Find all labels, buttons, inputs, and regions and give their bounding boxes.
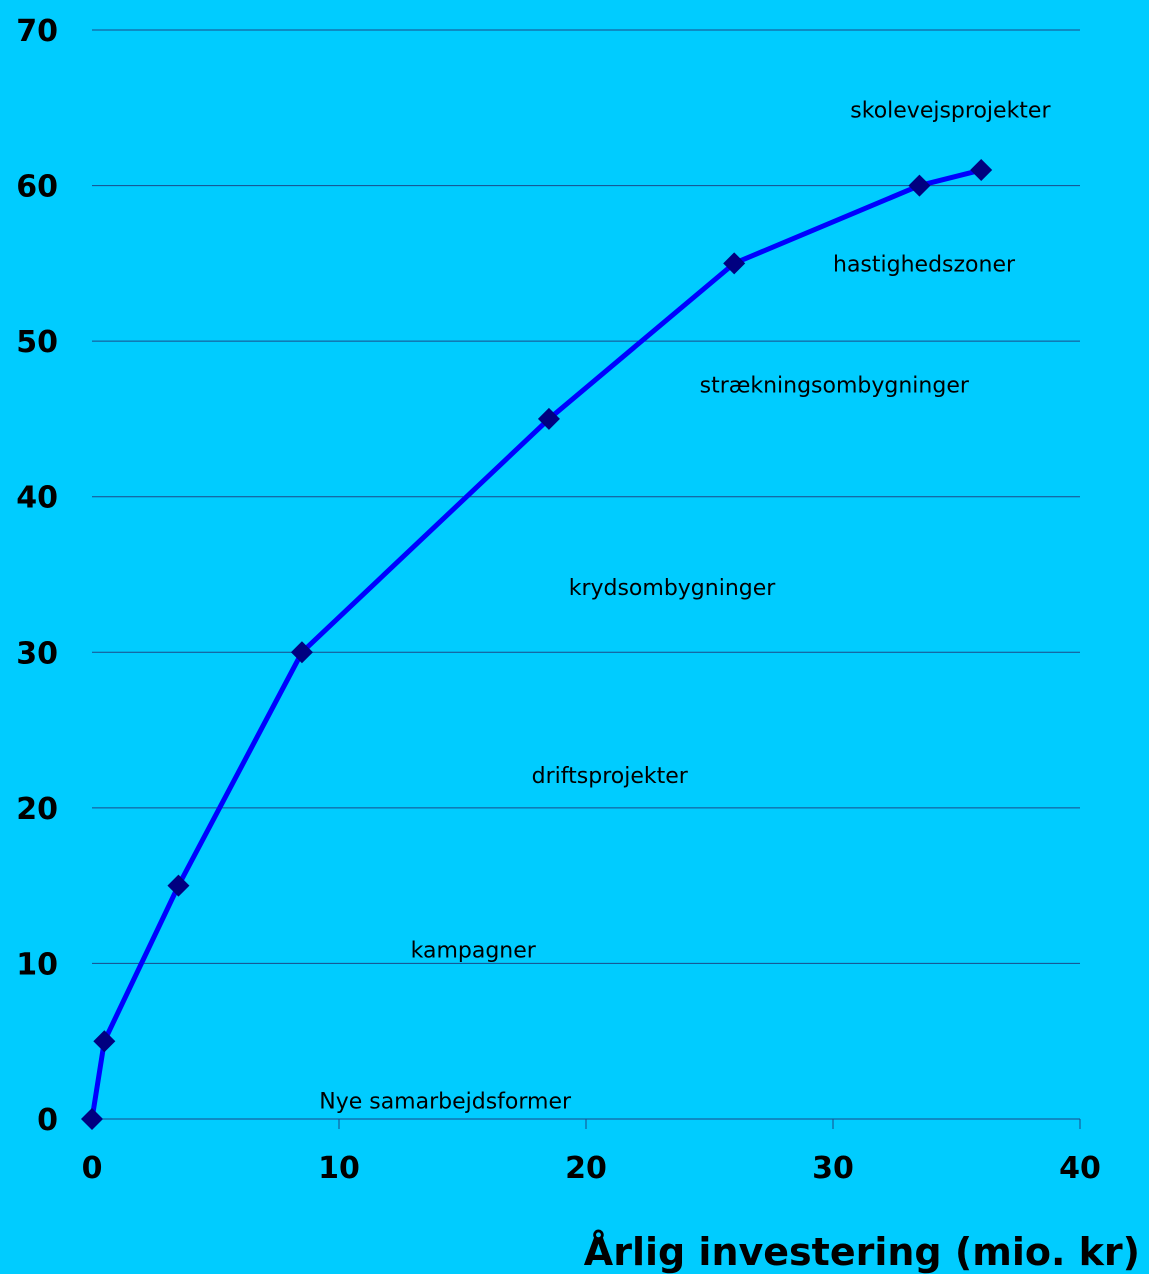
- annotation-label: hastighedszoner: [833, 252, 1016, 277]
- data-point: [908, 174, 931, 197]
- series-line: [89, 167, 982, 1120]
- annotation-label: strækningsombygninger: [700, 374, 970, 399]
- x-tick-label: 0: [82, 1151, 103, 1186]
- y-tick-label: 50: [16, 325, 58, 360]
- data-point: [93, 1030, 116, 1053]
- x-tick-label: 20: [565, 1151, 607, 1186]
- data-point: [723, 252, 746, 275]
- data-point: [81, 1108, 103, 1130]
- data-point: [970, 159, 993, 182]
- annotation-label: Nye samarbejdsformer: [319, 1089, 572, 1114]
- x-tick-label: 10: [318, 1151, 360, 1186]
- x-tick-label: 30: [812, 1151, 854, 1186]
- y-tick-label: 40: [16, 481, 58, 516]
- x-tick-labels: 0 10 20 30 40: [82, 1151, 1101, 1186]
- y-tick-label: 10: [16, 947, 58, 982]
- data-point: [537, 407, 560, 430]
- data-point: [290, 641, 313, 664]
- gridlines: [92, 29, 1080, 964]
- x-axis-label: Årlig investering (mio. kr): [584, 1230, 1140, 1274]
- y-tick-label: 20: [16, 792, 58, 827]
- axes: [91, 1118, 1081, 1129]
- y-tick-label: 60: [16, 170, 58, 205]
- annotations: Nye samarbejdsformer kampagner driftsproje…: [319, 98, 1051, 1114]
- annotation-label: driftsprojekter: [532, 764, 689, 789]
- y-tick-label: 70: [16, 14, 58, 49]
- x-tick-label: 40: [1059, 1151, 1101, 1186]
- y-tick-label: 30: [16, 636, 58, 671]
- annotation-label: krydsombygninger: [569, 576, 777, 601]
- y-tick-label: 0: [37, 1103, 58, 1138]
- annotation-label: kampagner: [411, 938, 537, 963]
- y-tick-labels: 0 10 20 30 40 50 60 70: [16, 14, 58, 1138]
- data-point: [167, 874, 190, 897]
- annotation-label: skolevejsprojekter: [850, 98, 1051, 123]
- series: [81, 159, 993, 1130]
